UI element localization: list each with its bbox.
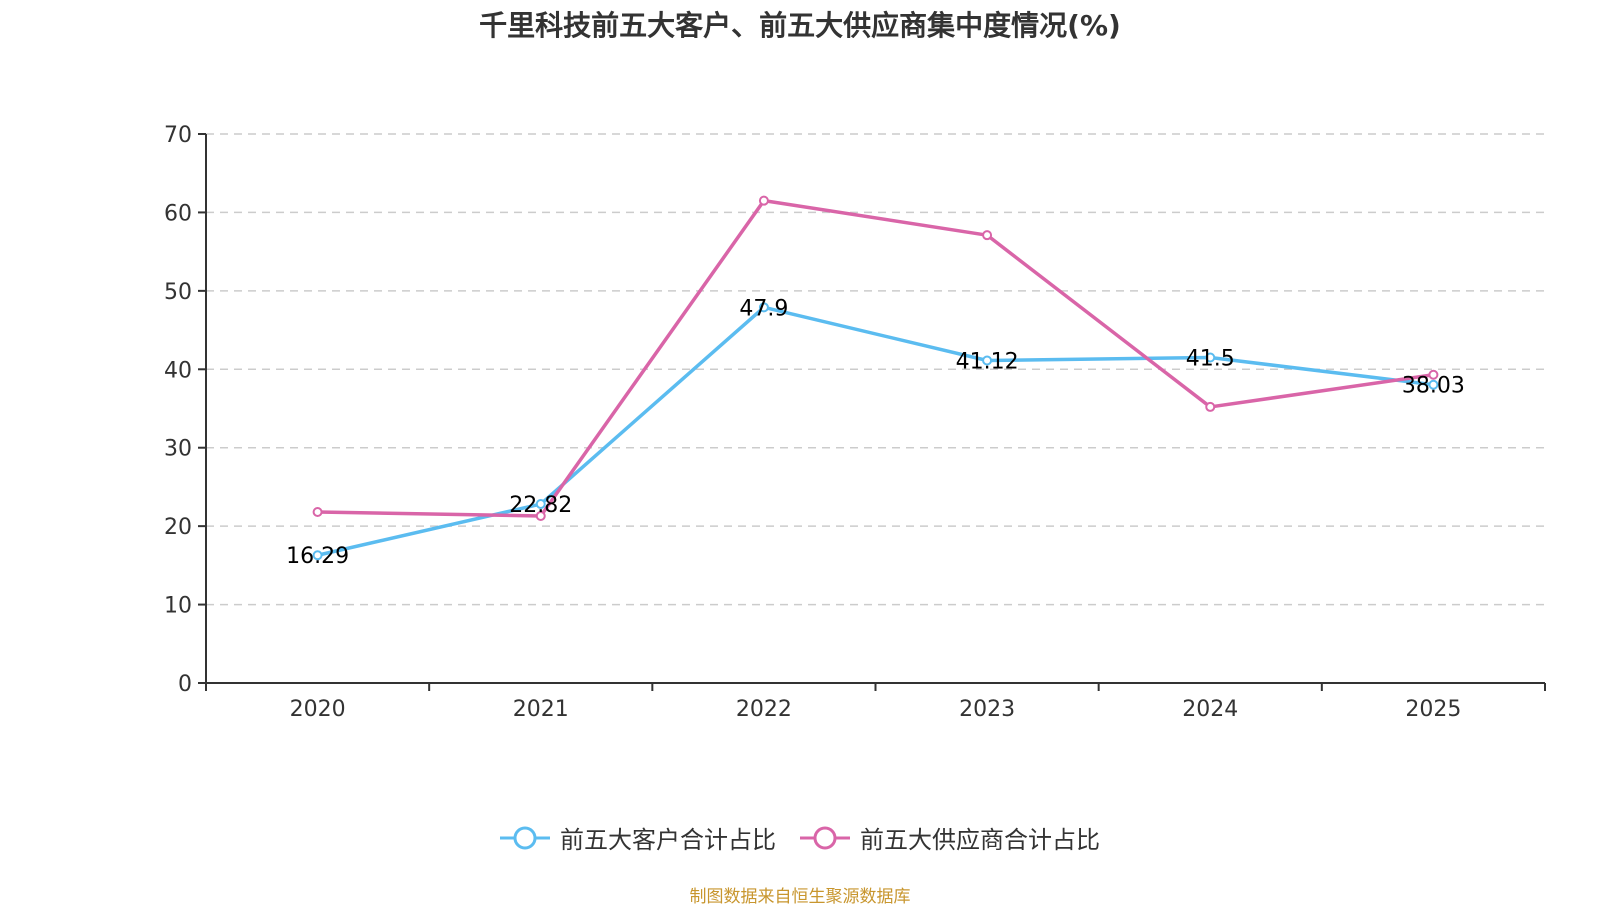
data-point xyxy=(982,230,993,241)
data-point xyxy=(535,510,546,521)
series-lines xyxy=(312,195,1439,561)
chart-title: 千里科技前五大客户、前五大供应商集中度情况(%) xyxy=(479,9,1121,42)
x-tick-label: 2023 xyxy=(959,697,1015,722)
x-tick-label: 2020 xyxy=(290,697,346,722)
legend-label-suppliers: 前五大供应商合计占比 xyxy=(860,826,1100,854)
data-point xyxy=(1205,401,1216,412)
data-point xyxy=(1428,369,1439,380)
legend-label-customers: 前五大客户合计占比 xyxy=(560,826,776,854)
legend: 前五大客户合计占比 前五大供应商合计占比 xyxy=(0,820,1600,855)
data-point xyxy=(758,302,769,313)
series-line-1 xyxy=(317,198,1434,518)
data-label: 47.9 xyxy=(739,296,788,321)
y-tick-label: 50 xyxy=(164,280,192,305)
y-tick-label: 40 xyxy=(164,358,192,383)
x-tick-label: 2022 xyxy=(736,697,792,722)
data-label: 41.12 xyxy=(956,350,1019,375)
y-tick-label: 20 xyxy=(164,515,192,540)
data-point xyxy=(758,195,769,206)
x-tick-label: 2025 xyxy=(1405,697,1461,722)
x-tick-label: 2024 xyxy=(1182,697,1238,722)
data-point xyxy=(312,507,323,518)
y-tick-label: 60 xyxy=(164,201,192,226)
data-point xyxy=(1428,379,1439,390)
data-point xyxy=(312,550,323,561)
legend-line-circle-icon xyxy=(800,826,850,849)
data-point xyxy=(1205,352,1216,363)
x-tick-label: 2021 xyxy=(513,697,569,722)
legend-item-suppliers[interactable]: 前五大供应商合计占比 xyxy=(800,820,1100,855)
y-tick-label: 10 xyxy=(164,594,192,619)
data-label: 16.29 xyxy=(286,544,349,569)
data-point xyxy=(535,499,546,510)
data-label: 22.82 xyxy=(509,493,572,518)
legend-item-customers[interactable]: 前五大客户合计占比 xyxy=(500,820,776,855)
data-label: 38.03 xyxy=(1402,374,1465,399)
data-source-note: 制图数据来自恒生聚源数据库 xyxy=(689,887,911,907)
y-tick-label: 0 xyxy=(178,672,192,697)
series-line-0 xyxy=(317,305,1434,557)
data-label: 41.5 xyxy=(1186,347,1235,372)
data-labels: 16.29 22.82 47.9 41.12 41.5 38.03 xyxy=(286,296,1465,569)
axes: 0 10 20 30 40 50 60 70 2020 2021 2022 2023 2024 2025 xyxy=(164,123,1546,722)
legend-line-circle-icon xyxy=(500,826,550,849)
data-point xyxy=(982,355,993,366)
y-tick-label: 30 xyxy=(164,437,192,462)
y-tick-label: 70 xyxy=(164,123,192,148)
